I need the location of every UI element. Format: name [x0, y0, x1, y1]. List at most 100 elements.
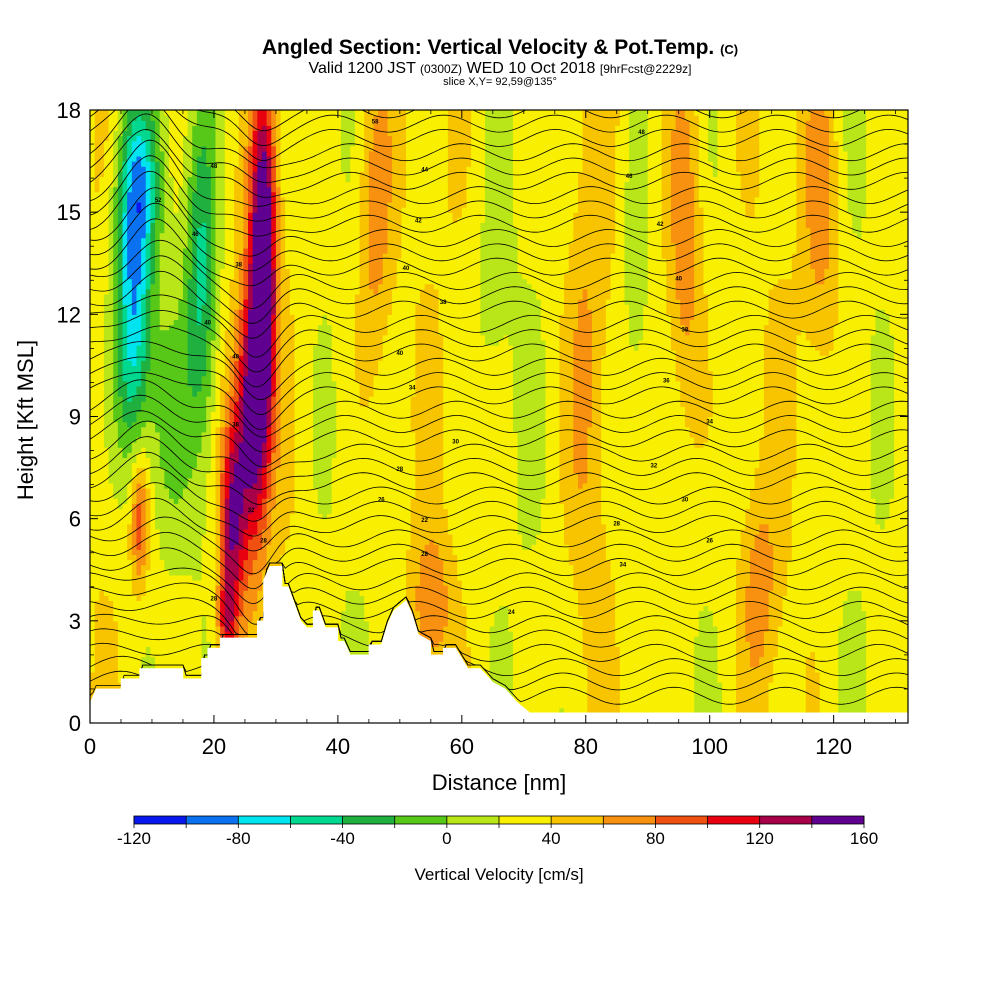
velocity-cell: [109, 662, 114, 668]
velocity-cell: [132, 539, 137, 545]
velocity-cell: [150, 309, 155, 315]
velocity-cell: [90, 360, 95, 366]
velocity-cell: [178, 488, 183, 494]
velocity-cell: [141, 411, 146, 417]
velocity-cell: [160, 319, 165, 325]
velocity-cell: [225, 340, 230, 346]
velocity-cell: [267, 396, 272, 402]
velocity-cell: [267, 427, 272, 433]
velocity-cell: [95, 595, 100, 601]
velocity-cell: [174, 335, 179, 341]
velocity-cell: [239, 248, 244, 254]
velocity-cell: [123, 386, 128, 392]
velocity-cell: [178, 115, 183, 121]
velocity-cell: [248, 524, 253, 530]
velocity-cell: [253, 514, 258, 520]
velocity-cell: [234, 319, 239, 325]
velocity-cell: [234, 182, 239, 188]
velocity-cell: [248, 182, 253, 188]
velocity-cell: [257, 151, 262, 157]
velocity-cell: [225, 478, 230, 484]
velocity-cell: [220, 365, 225, 371]
velocity-cell: [257, 452, 262, 458]
velocity-cell: [174, 268, 179, 274]
velocity-cell: [192, 478, 197, 484]
velocity-cell: [248, 575, 253, 581]
velocity-cell: [155, 554, 160, 560]
velocity-cell: [178, 554, 183, 560]
velocity-cell: [253, 243, 258, 249]
velocity-cell: [95, 233, 100, 239]
velocity-cell: [118, 600, 123, 606]
velocity-cell: [113, 478, 118, 484]
velocity-cell: [178, 621, 183, 627]
velocity-cell: [257, 130, 262, 136]
velocity-cell: [160, 606, 165, 612]
velocity-cell: [262, 187, 267, 193]
velocity-cell: [178, 585, 183, 591]
velocity-cell: [271, 529, 276, 535]
velocity-cell: [104, 631, 109, 637]
velocity-cell: [95, 371, 100, 377]
velocity-cell: [253, 182, 258, 188]
velocity-cell: [123, 284, 128, 290]
velocity-cell: [248, 166, 253, 172]
velocity-cell: [276, 391, 281, 397]
velocity-cell: [99, 636, 104, 642]
velocity-cell: [169, 651, 174, 657]
velocity-cell: [262, 478, 267, 484]
velocity-cell: [178, 227, 183, 233]
velocity-cell: [123, 391, 128, 397]
velocity-cell: [243, 238, 248, 244]
velocity-cell: [136, 176, 141, 182]
velocity-cell: [160, 115, 165, 121]
velocity-cell: [220, 411, 225, 417]
velocity-cell: [136, 631, 141, 637]
velocity-cell: [239, 595, 244, 601]
velocity-cell: [104, 682, 109, 688]
velocity-cell: [150, 590, 155, 596]
velocity-cell: [239, 386, 244, 392]
velocity-cell: [160, 233, 165, 239]
velocity-cell: [257, 187, 262, 193]
velocity-cell: [132, 360, 137, 366]
velocity-cell: [99, 677, 104, 683]
velocity-cell: [197, 273, 202, 279]
velocity-cell: [253, 115, 258, 121]
velocity-cell: [169, 585, 174, 591]
velocity-cell: [146, 422, 151, 428]
velocity-cell: [197, 442, 202, 448]
velocity-cell: [225, 222, 230, 228]
velocity-cell: [234, 493, 239, 499]
velocity-cell: [136, 355, 141, 361]
velocity-cell: [113, 616, 118, 622]
velocity-cell: [99, 187, 104, 193]
velocity-cell: [234, 110, 239, 116]
velocity-cell: [192, 437, 197, 443]
velocity-cell: [146, 156, 151, 162]
velocity-cell: [267, 355, 272, 361]
velocity-cell: [211, 120, 216, 126]
velocity-cell: [271, 560, 276, 566]
velocity-cell: [271, 136, 276, 142]
velocity-cell: [229, 192, 234, 198]
velocity-cell: [215, 202, 220, 208]
velocity-cell: [127, 595, 132, 601]
velocity-cell: [211, 427, 216, 433]
velocity-cell: [178, 120, 183, 126]
velocity-cell: [132, 365, 137, 371]
velocity-cell: [136, 493, 141, 499]
velocity-cell: [253, 457, 258, 463]
velocity-cell: [183, 294, 188, 300]
velocity-cell: [271, 422, 276, 428]
velocity-cell: [127, 233, 132, 239]
velocity-cell: [211, 468, 216, 474]
velocity-cell: [164, 130, 169, 136]
velocity-cell: [90, 284, 95, 290]
velocity-cell: [146, 284, 151, 290]
velocity-cell: [281, 519, 286, 525]
velocity-cell: [276, 258, 281, 264]
velocity-cell: [202, 335, 207, 341]
velocity-cell: [271, 171, 276, 177]
velocity-cell: [206, 422, 211, 428]
